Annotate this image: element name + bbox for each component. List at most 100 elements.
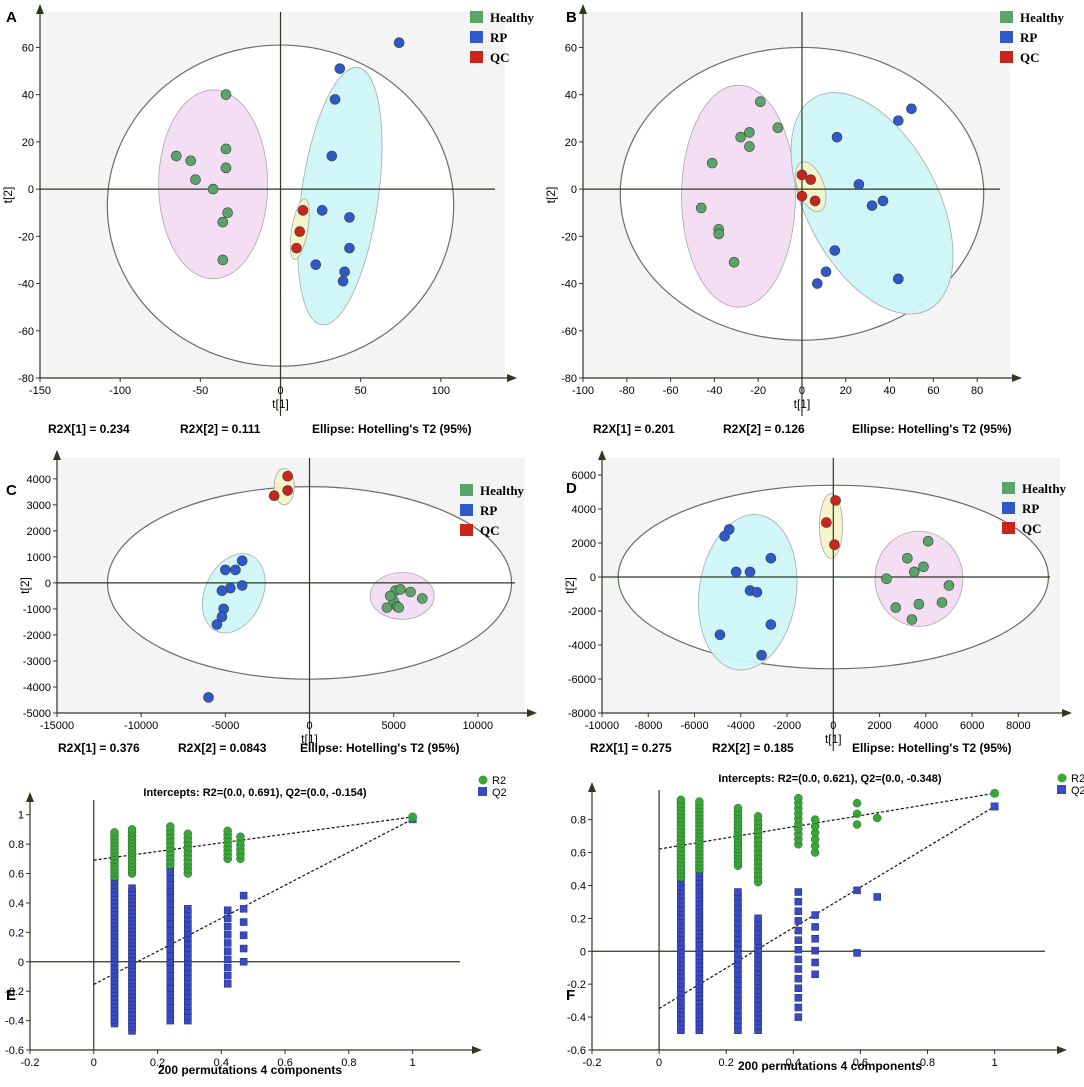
legend-label-qc: QC [480, 523, 500, 538]
q2-point [811, 935, 819, 943]
legend-r2-label: R2 [492, 775, 506, 787]
panel-c: C-15000 -10000 -5000 0 5000 10000-5000-4000-3… [6, 450, 537, 755]
point-rp [310, 259, 322, 270]
x-axis-title: t[1] [825, 732, 842, 746]
r2-point [810, 815, 820, 824]
stat-2: R2X[2] = 0.126 [723, 422, 805, 436]
y-tick-label: -2000 [23, 630, 51, 642]
legend-swatch-qc [1000, 51, 1013, 63]
point-healthy [381, 602, 393, 613]
x-axis-title: 200 permutations 4 components [158, 1063, 342, 1077]
q2-point [223, 914, 232, 923]
y-tick-label: 0 [18, 957, 24, 969]
x-tick-label: -100 [572, 385, 594, 397]
panel-letter: A [6, 9, 17, 26]
y-tick-label: 0.2 [9, 927, 24, 939]
x-tick-label: 5000 [381, 720, 405, 732]
x-tick-label: -0.2 [21, 1057, 40, 1069]
legend-label-rp: RP [1020, 30, 1037, 45]
x-axis-arrow [472, 1046, 482, 1054]
point-healthy [936, 597, 948, 608]
x-tick-label: 0 [830, 720, 836, 732]
q2-point [166, 893, 175, 902]
point-healthy [417, 593, 428, 604]
y-tick-label: -60 [18, 326, 34, 338]
q2-point [166, 997, 175, 1005]
point-qc [297, 205, 309, 216]
x-tick-label: -6000 [680, 720, 708, 732]
q2-point [811, 923, 819, 931]
y-tick-label: -0.6 [5, 1045, 24, 1057]
y-axis-arrow [26, 792, 34, 802]
stat-1: R2X[1] = 0.376 [58, 741, 140, 755]
q2-point [166, 887, 175, 895]
x-tick-label: 0.2 [150, 1057, 165, 1069]
y-tick-label: 2000 [27, 526, 51, 538]
x-tick-label: -8000 [634, 720, 662, 732]
y-tick-label: -2000 [568, 606, 596, 618]
stat-2: R2X[2] = 0.185 [712, 741, 794, 755]
point-healthy [922, 535, 934, 547]
q2-point [811, 958, 819, 967]
point-healthy [222, 207, 233, 219]
q2-point [166, 913, 175, 921]
r2-point [223, 826, 232, 836]
legend-label-qc: QC [1020, 50, 1040, 65]
legend-q2-label: Q2 [1071, 785, 1084, 797]
x-tick-label: 0.4 [786, 1057, 801, 1069]
x-tick-label: -40 [706, 385, 722, 397]
x-axis-arrow [507, 374, 517, 382]
x-tick-label: 4000 [914, 720, 938, 732]
point-rp [906, 103, 917, 115]
legend-label-rp: RP [490, 30, 507, 45]
legend-swatch-rp [460, 504, 473, 516]
point-rp [866, 200, 878, 211]
legend-label-qc: QC [490, 50, 510, 65]
point-rp [220, 564, 231, 576]
q2-point [223, 980, 232, 988]
y-tick-label: 0 [580, 946, 586, 958]
q2-point [794, 917, 803, 925]
y-axis-title: t[2] [563, 577, 577, 594]
point-healthy [190, 174, 201, 185]
q2-point [239, 905, 248, 913]
y-tick-label: 0.4 [571, 880, 586, 892]
group-ellipse-healthy [681, 84, 796, 308]
panel-f: F-0.2 0 0.2 0.4 0.6 0.8 1-0.6-0.4-0.200.20.40.… [566, 773, 1084, 1073]
point-healthy [755, 96, 766, 108]
point-rp [236, 580, 248, 591]
panel-letter: C [6, 482, 17, 499]
x-axis-title: t[1] [794, 397, 811, 411]
r2-point [110, 828, 119, 837]
point-healthy [170, 150, 182, 162]
point-rp [853, 179, 865, 190]
r2-point [794, 793, 803, 803]
legend-r2-marker [1057, 773, 1067, 783]
y-tick-label: -0.2 [5, 986, 24, 998]
point-rp [316, 205, 328, 216]
y-tick-label: 0.8 [9, 839, 24, 851]
q2-point [811, 946, 819, 955]
q2-regression-line [658, 805, 995, 1010]
legend-r2-label: R2 [1071, 773, 1084, 785]
y-tick-label: 3000 [27, 500, 51, 512]
q2-point [166, 990, 175, 999]
point-rp [756, 649, 767, 661]
x-tick-label: -100 [109, 385, 131, 397]
q2-point [734, 888, 742, 896]
x-tick-label: 0.8 [341, 1057, 356, 1069]
x-tick-label: 6000 [960, 720, 984, 732]
x-tick-label: 8000 [1006, 720, 1030, 732]
y-tick-label: 6000 [572, 470, 596, 482]
point-rp [829, 245, 841, 256]
point-qc [830, 495, 841, 506]
q2-point [794, 984, 803, 992]
q2-point [223, 906, 232, 915]
x-tick-label: 2000 [867, 720, 891, 732]
panel-letter: E [6, 987, 16, 1004]
legend-swatch-healthy [1002, 482, 1015, 494]
point-rp [719, 530, 730, 542]
y-tick-label: 40 [22, 90, 34, 102]
point-rp [344, 212, 355, 223]
panel-b: B-100 -80 -60 -40 -20 0 20 40 60 80-80-60-40-2002… [544, 4, 1065, 436]
